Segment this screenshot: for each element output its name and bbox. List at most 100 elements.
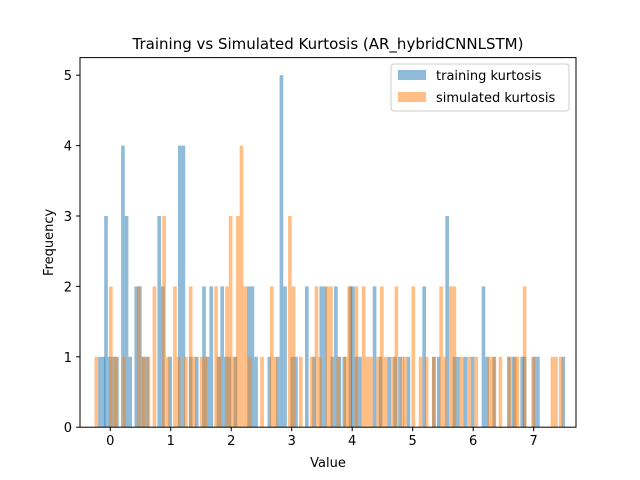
x-tick-label-5: 5 bbox=[409, 434, 417, 449]
bar-training-8 bbox=[128, 356, 133, 428]
x-axis-label: Value bbox=[310, 456, 346, 471]
bar-simulated-20 bbox=[228, 216, 233, 428]
x-axis: 0 1 2 3 4 5 6 7 bbox=[106, 427, 538, 449]
bar-simulated-1 bbox=[109, 286, 113, 428]
bar-simulated-36 bbox=[329, 286, 333, 428]
bar-training-40 bbox=[323, 286, 327, 428]
bar-simulated-15 bbox=[199, 356, 204, 428]
bar-training-17 bbox=[181, 145, 186, 428]
y-tick-label-4: 4 bbox=[64, 140, 72, 155]
bar-training-33 bbox=[279, 75, 284, 428]
bar-training-51 bbox=[387, 356, 391, 428]
bar-training-64 bbox=[485, 356, 489, 428]
bar-training-68 bbox=[520, 356, 524, 428]
bar-simulated-60 bbox=[467, 356, 471, 428]
bar-simulated-40 bbox=[354, 286, 359, 428]
bar-training-37 bbox=[305, 286, 309, 428]
bar-simulated-12 bbox=[184, 356, 188, 428]
x-tick-label-2: 2 bbox=[227, 434, 235, 449]
chart-title: Training vs Simulated Kurtosis (AR_hybri… bbox=[132, 35, 524, 54]
bar-training-71 bbox=[536, 356, 540, 428]
bar-simulated-8 bbox=[162, 216, 166, 428]
x-tick-label-3: 3 bbox=[288, 434, 296, 449]
legend-swatch-simulated bbox=[398, 92, 426, 102]
bar-training-60 bbox=[456, 356, 460, 428]
bar-training-46 bbox=[350, 286, 355, 428]
bar-training-13 bbox=[157, 216, 162, 428]
bar-simulated-3 bbox=[122, 356, 126, 428]
bar-training-19 bbox=[194, 356, 199, 428]
bar-training-63 bbox=[481, 286, 486, 428]
bar-simulated-13 bbox=[188, 286, 193, 428]
bar-simulated-61 bbox=[474, 356, 479, 428]
bar-simulated-23 bbox=[239, 145, 244, 428]
legend-swatch-training bbox=[398, 70, 426, 80]
bar-simulated-68 bbox=[522, 286, 527, 428]
bar-training-15 bbox=[168, 356, 172, 428]
x-tick-label-6: 6 bbox=[469, 434, 477, 449]
bar-simulated-51 bbox=[411, 286, 416, 428]
x-tick-label-4: 4 bbox=[348, 434, 356, 449]
bar-simulated-72 bbox=[559, 356, 563, 428]
bar-simulated-70 bbox=[550, 356, 555, 428]
bar-training-57 bbox=[436, 356, 441, 428]
bar-simulated-64 bbox=[498, 356, 503, 428]
bar-simulated-52 bbox=[418, 356, 423, 428]
bar-simulated-32 bbox=[309, 356, 314, 428]
bar-training-49 bbox=[372, 286, 377, 428]
bar-simulated-7 bbox=[152, 286, 157, 428]
legend-label-simulated: simulated kurtosis bbox=[436, 91, 555, 106]
bar-training-7 bbox=[124, 216, 129, 428]
y-tick-label-0: 0 bbox=[64, 421, 72, 436]
bar-simulated-33 bbox=[314, 286, 319, 428]
bar-training-9 bbox=[134, 286, 139, 428]
bar-simulated-58 bbox=[452, 286, 457, 428]
bar-simulated-35 bbox=[325, 286, 330, 428]
bar-training-0 bbox=[98, 356, 102, 428]
y-tick-label-3: 3 bbox=[64, 210, 72, 225]
bar-simulated-26 bbox=[260, 356, 264, 428]
bar-simulated-46 bbox=[383, 356, 388, 428]
bar-simulated-43 bbox=[369, 356, 373, 428]
bar-simulated-59 bbox=[459, 356, 464, 428]
x-tick-label-7: 7 bbox=[530, 434, 538, 449]
x-tick-label-1: 1 bbox=[167, 434, 175, 449]
bar-simulated-56 bbox=[442, 356, 447, 428]
bar-training-55 bbox=[422, 286, 426, 428]
bar-simulated-54 bbox=[432, 356, 436, 428]
legend-label-training: training kurtosis bbox=[436, 69, 542, 84]
bar-simulated-18 bbox=[217, 356, 222, 428]
bar-simulated-19 bbox=[225, 286, 229, 428]
bar-training-32 bbox=[275, 356, 280, 428]
bar-training-21 bbox=[205, 356, 210, 428]
bar-training-1 bbox=[101, 356, 106, 428]
bar-training-53 bbox=[398, 356, 402, 428]
plot-area bbox=[94, 75, 566, 428]
bar-training-54 bbox=[406, 356, 411, 428]
bar-training-72 bbox=[561, 356, 566, 428]
bar-training-62 bbox=[470, 356, 475, 428]
bar-simulated-2 bbox=[113, 356, 118, 428]
bar-simulated-30 bbox=[291, 286, 296, 428]
bar-simulated-31 bbox=[298, 356, 303, 428]
bar-simulated-22 bbox=[236, 216, 240, 428]
bar-simulated-14 bbox=[192, 356, 197, 428]
bar-training-6 bbox=[121, 145, 125, 428]
y-tick-label-2: 2 bbox=[64, 280, 72, 295]
bar-simulated-34 bbox=[318, 356, 322, 428]
bar-training-4 bbox=[111, 356, 116, 428]
y-axis: 0 1 2 3 4 5 bbox=[64, 69, 80, 436]
bar-simulated-5 bbox=[141, 356, 146, 428]
bar-simulated-41 bbox=[361, 286, 366, 428]
bar-simulated-17 bbox=[214, 286, 218, 428]
bar-simulated-69 bbox=[531, 356, 535, 428]
bar-simulated-66 bbox=[513, 356, 517, 428]
bar-simulated-50 bbox=[403, 356, 407, 428]
bar-simulated-67 bbox=[515, 356, 520, 428]
bar-simulated-63 bbox=[491, 356, 495, 428]
bar-training-22 bbox=[209, 286, 214, 428]
bar-simulated-9 bbox=[165, 356, 170, 428]
bar-simulated-48 bbox=[394, 286, 399, 428]
bar-simulated-10 bbox=[173, 286, 177, 428]
